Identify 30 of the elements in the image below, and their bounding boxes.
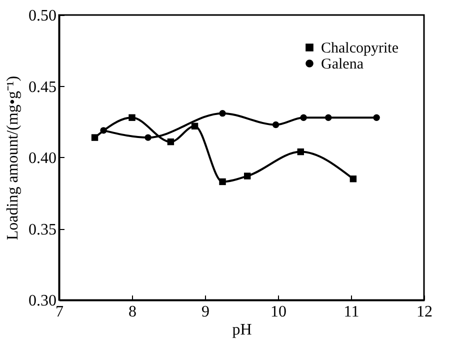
x-tick-label: 10	[270, 304, 286, 320]
x-tick-label: 9	[202, 304, 210, 320]
point	[272, 121, 280, 128]
point	[350, 176, 357, 182]
x-tick-label: 8	[128, 304, 136, 320]
point	[325, 114, 332, 121]
x-tick-label: 12	[416, 304, 432, 320]
y-tick-label: 0.45	[28, 78, 56, 96]
point	[297, 148, 304, 156]
y-axis-title: Loading amount/(mg•g⁻¹)	[4, 76, 22, 240]
point	[144, 134, 152, 141]
point	[191, 122, 198, 130]
point	[300, 114, 307, 121]
y-tick-label: 0.50	[28, 8, 56, 24]
y-tick-label: 0.35	[28, 221, 56, 238]
point	[167, 138, 174, 146]
point	[91, 134, 98, 141]
x-axis-title: pH	[232, 322, 252, 338]
point	[373, 114, 380, 121]
point	[128, 114, 136, 121]
legend-label: Galena	[321, 56, 364, 72]
point	[219, 110, 226, 117]
y-tick-label: 0.30	[28, 292, 56, 310]
x-tick-label: 7	[56, 304, 64, 320]
y-tick-label: 0.40	[28, 150, 56, 167]
point	[100, 127, 107, 134]
x-tick-label: 11	[344, 304, 360, 320]
legend-label: Chalcopyrite	[321, 40, 399, 56]
point	[219, 178, 226, 186]
point	[244, 172, 251, 180]
